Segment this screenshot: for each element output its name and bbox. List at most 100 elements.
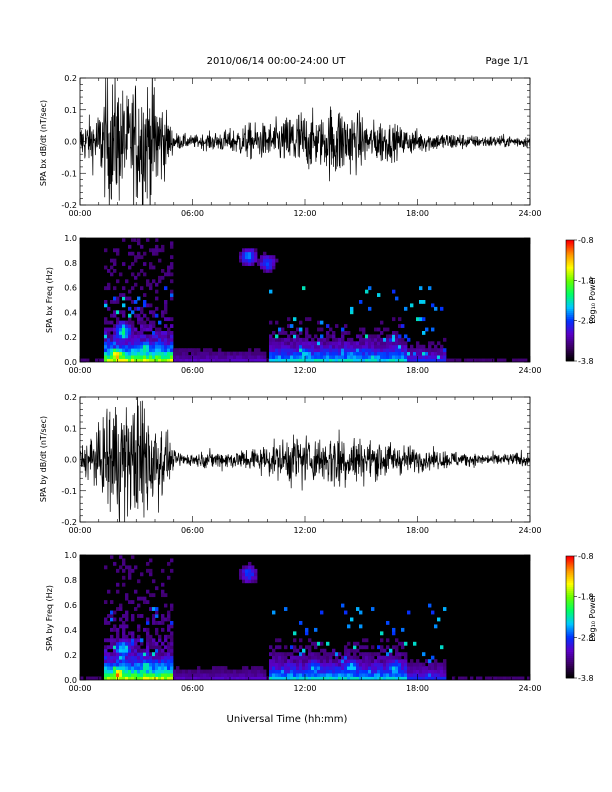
- spectrogram-cell: [395, 648, 399, 653]
- spectrogram-cell: [413, 348, 417, 353]
- spectrogram-cell: [320, 669, 324, 674]
- spectrogram-cell: [344, 331, 348, 335]
- x-tick-label: 12:00: [293, 209, 316, 218]
- colorbar-swatch: [566, 342, 574, 346]
- colorbar-swatch: [566, 623, 574, 626]
- spectrogram-cell: [386, 358, 390, 362]
- spectrogram-cell: [293, 648, 297, 653]
- spectrogram-cell: [362, 652, 366, 657]
- spectrogram-cell: [362, 351, 366, 356]
- colorbar-swatch: [566, 242, 574, 245]
- spectrogram-cell: [404, 669, 408, 674]
- spectrogram-cell: [317, 341, 321, 346]
- spectrogram-cell: [272, 258, 276, 263]
- spectrogram-cell: [134, 313, 138, 318]
- spectrogram-cell: [380, 669, 384, 674]
- spectrogram-cell: [131, 358, 135, 362]
- spectrogram-cell: [134, 655, 138, 660]
- spectrogram-cell: [182, 351, 186, 356]
- colorbar-swatch: [566, 653, 574, 657]
- spectrogram-cell: [281, 673, 285, 677]
- spectrogram-cell: [122, 262, 126, 266]
- spectrogram-cell: [452, 676, 456, 680]
- spectrogram-cell: [119, 341, 123, 346]
- spectrogram-cell: [434, 673, 438, 677]
- spectrogram-cell: [239, 673, 243, 677]
- spectrogram-cell: [146, 662, 150, 667]
- spectrogram-cell: [392, 289, 396, 294]
- spectrogram-cell: [443, 358, 447, 362]
- spectrogram-cell: [140, 337, 144, 342]
- spectrogram-cell: [368, 358, 372, 362]
- spectrogram-cell: [116, 320, 120, 325]
- spectrogram-cell: [152, 351, 156, 356]
- colorbar-swatch: [566, 578, 574, 581]
- spectrogram-cell: [398, 348, 402, 353]
- spectrogram-cell: [131, 327, 135, 332]
- spectrogram-cell: [362, 638, 366, 643]
- spectrogram-cell: [431, 666, 435, 670]
- spectrogram-cell: [119, 673, 123, 677]
- spectrogram-cell: [428, 341, 432, 346]
- spectrogram-cell: [392, 355, 396, 359]
- spectrogram-cell: [113, 337, 117, 342]
- spectrogram-cell: [107, 662, 111, 667]
- spectrogram-cell: [155, 337, 159, 342]
- spectrogram-cell: [143, 627, 147, 632]
- spectrogram-cell: [167, 348, 171, 353]
- spectrogram-cell: [374, 659, 378, 664]
- spectrogram-cell: [320, 659, 324, 664]
- spectrogram-cell: [200, 355, 204, 359]
- spectrogram-cell: [290, 666, 294, 670]
- spectrogram-cell: [356, 348, 360, 353]
- spectrogram-cell: [137, 313, 141, 318]
- spectrogram-cell: [284, 645, 288, 650]
- spectrogram-cell: [251, 248, 255, 253]
- spectrogram-cell: [113, 617, 117, 622]
- spectrogram-cell: [371, 655, 375, 660]
- spectrogram-cell: [107, 337, 111, 342]
- spectrogram-cell: [317, 344, 321, 349]
- spectrogram-cell: [314, 669, 318, 674]
- spectrogram-cell: [131, 355, 135, 359]
- by-waveform-panel: SPA by dB/dt (nT/sec) 00:00 06:00 12:00 18:…: [39, 393, 542, 535]
- spectrogram-cell: [128, 358, 132, 362]
- colorbar-swatch: [566, 637, 574, 640]
- spectrogram-cell: [365, 645, 369, 650]
- spectrogram-cell: [143, 262, 147, 266]
- spectrogram-cell: [170, 344, 174, 349]
- spectrogram-cell: [134, 258, 138, 263]
- spectrogram-cell: [179, 358, 183, 362]
- spectrogram-cell: [116, 568, 120, 573]
- spectrogram-cell: [152, 331, 156, 335]
- spectrogram-cell: [284, 662, 288, 667]
- spectrogram-cell: [284, 344, 288, 349]
- spectrogram-cell: [161, 589, 165, 594]
- spectrogram-cell: [113, 344, 117, 349]
- bx-spectrogram-ylabel: SPA bx Freq (Hz): [45, 267, 54, 333]
- spectrogram-cell: [119, 662, 123, 667]
- spectrogram-cell: [122, 641, 126, 646]
- spectrogram-cell: [401, 337, 405, 342]
- spectrogram-cell: [164, 341, 168, 346]
- spectrogram-cell: [119, 355, 123, 359]
- spectrogram-cell: [185, 348, 189, 353]
- spectrogram-cell: [119, 331, 123, 335]
- colorbar-swatch: [566, 665, 574, 669]
- spectrogram-cell: [359, 341, 363, 346]
- spectrogram-cell: [137, 272, 141, 277]
- spectrogram-cell: [200, 358, 204, 362]
- spectrogram-cell: [275, 358, 279, 362]
- y-tick-label: 0.0: [64, 358, 77, 367]
- spectrogram-cell: [155, 641, 159, 646]
- spectrogram-cell: [341, 669, 345, 674]
- spectrogram-cell: [263, 255, 267, 260]
- spectrogram-cell: [308, 652, 312, 657]
- spectrogram-cell: [113, 666, 117, 670]
- spectrogram-cell: [134, 676, 138, 680]
- spectrogram-cell: [332, 648, 336, 653]
- spectrogram-cell: [269, 348, 273, 353]
- spectrogram-cell: [116, 334, 120, 339]
- spectrogram-cell: [326, 355, 330, 359]
- spectrogram-cell: [80, 358, 84, 362]
